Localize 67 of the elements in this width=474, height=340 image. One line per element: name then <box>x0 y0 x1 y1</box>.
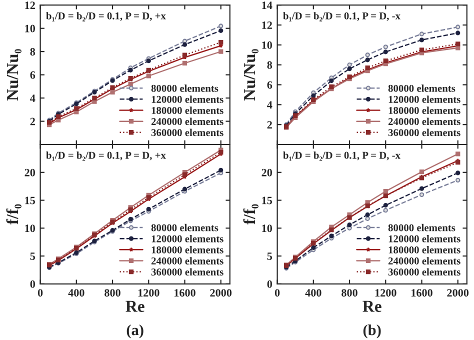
legend-label: 240000 elements <box>151 257 224 264</box>
legend-label: 240000 elements <box>151 118 224 126</box>
x-axis-title: Re <box>362 300 382 312</box>
y-tick-label: 0 <box>267 280 272 288</box>
y-tick-label: 20 <box>262 168 272 176</box>
y-tick-label: 6 <box>267 81 272 89</box>
legend-label: 360000 elements <box>388 268 460 276</box>
y-tick-label: 4 <box>30 94 36 102</box>
x-tick-label: 1600 <box>412 289 432 297</box>
annotation: b₁/D = b₂/D = 0.1, P = D, +x <box>46 12 166 22</box>
y-tick-label: 15 <box>25 196 36 204</box>
y-tick-label: 0 <box>30 280 36 288</box>
x-axis-title: Re <box>126 300 144 312</box>
y-tick-label: 6 <box>30 71 36 79</box>
legend-label: 120000 elements <box>388 234 460 242</box>
legend-label: 180000 elements <box>388 246 460 254</box>
x-tick-label: 800 <box>104 289 120 297</box>
annotation: b₁/D = b₂/D = 0.1, P = D, -x <box>283 12 400 22</box>
x-tick-label: 2000 <box>210 289 232 297</box>
legend-label: 180000 elements <box>152 106 224 114</box>
y-axis-title: f/f₀ <box>243 204 258 224</box>
y-axis-title: f/f₀ <box>6 204 22 224</box>
legend-label: 80000 elements <box>151 224 218 232</box>
y-tick-label: 12 <box>262 22 272 29</box>
legend-label: 80000 elements <box>151 84 218 92</box>
y-tick-label: 10 <box>25 24 36 32</box>
legend-label: 360000 elements <box>151 128 224 136</box>
x-tick-label: 1200 <box>375 289 396 297</box>
y-axis-title: Nu/Nu₀ <box>7 49 22 101</box>
legend-label: 180000 elements <box>152 246 224 254</box>
y-tick-label: 5 <box>30 252 36 260</box>
legend-label: 240000 elements <box>388 118 460 126</box>
x-tick-label: 2000 <box>447 289 469 297</box>
x-tick-label: 1600 <box>174 289 196 297</box>
y-tick-label: 10 <box>262 224 272 232</box>
y-tick-label: 5 <box>267 252 272 260</box>
x-tick-label: 800 <box>342 289 358 297</box>
y-tick-label: 2 <box>30 118 35 126</box>
y-tick-label: 4 <box>267 101 272 109</box>
x-tick-label: 400 <box>305 289 322 297</box>
y-tick-label: 10 <box>25 224 36 232</box>
y-tick-label: 8 <box>30 48 36 56</box>
x-tick-label: 0 <box>274 289 280 297</box>
legend-label: 120000 elements <box>388 96 460 103</box>
text: (a) <box>126 324 144 338</box>
y-tick-label: 20 <box>24 168 36 176</box>
y-tick-label: 8 <box>267 61 272 69</box>
legend-label: 80000 elements <box>388 84 456 92</box>
legend-label: 240000 elements <box>388 257 460 264</box>
y-tick-label: 12 <box>25 2 35 9</box>
y-axis-title: Nu/Nu₀ <box>244 49 258 101</box>
legend-label: 120000 elements <box>152 234 224 242</box>
y-tick-label: 14 <box>262 2 272 9</box>
y-tick-label: 10 <box>262 41 272 49</box>
y-tick-label: 2 <box>267 121 272 128</box>
x-tick-label: 400 <box>68 289 84 297</box>
y-tick-label: 15 <box>262 196 272 204</box>
legend-label: 180000 elements <box>388 106 460 114</box>
annotation: b₁/D = b₂/D = 0.1, P = D, -x <box>283 151 400 161</box>
text: (b) <box>363 324 381 338</box>
legend-label: 360000 elements <box>388 128 460 136</box>
legend-label: 360000 elements <box>151 268 224 276</box>
x-tick-label: 1200 <box>138 289 160 297</box>
legend-label: 120000 elements <box>152 96 224 103</box>
x-tick-label: 0 <box>38 289 43 297</box>
annotation: b₁/D = b₂/D = 0.1, P = D, +x <box>46 151 166 161</box>
legend-label: 80000 elements <box>388 224 456 232</box>
